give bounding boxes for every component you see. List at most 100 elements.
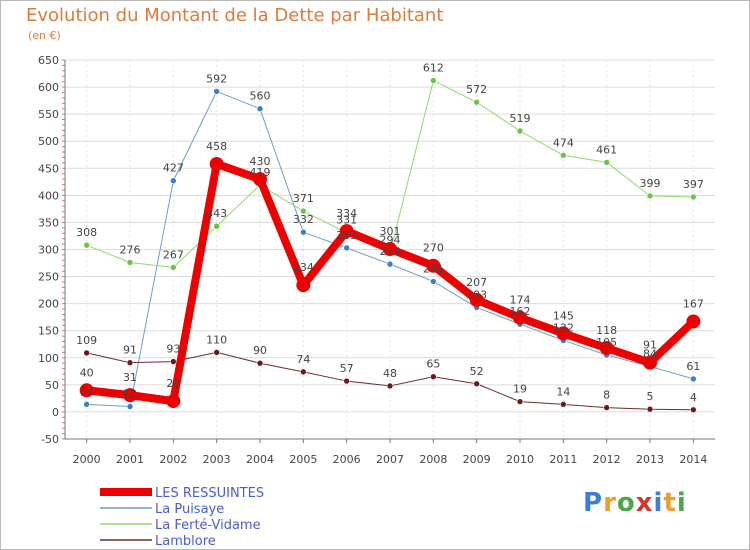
data-label: 31 [123,371,137,384]
y-tick-label: 550 [38,108,59,121]
data-label: 193 [466,288,487,301]
data-point [343,377,350,385]
x-tick-label: 2009 [463,453,491,466]
data-label: 301 [380,225,401,238]
legend-label: La Puisaye [155,502,224,517]
proxiti-logo: Proxiti [583,488,687,518]
data-point [170,177,177,185]
x-tick-label: 2005 [289,453,317,466]
data-label: 234 [293,261,314,274]
y-tick-label: 100 [38,352,59,365]
x-tick-label: 2011 [549,453,577,466]
data-label: 91 [643,339,657,352]
data-point [386,382,394,390]
data-label: 10 [123,388,137,401]
data-point [170,264,177,271]
data-point [126,259,134,266]
y-tick-label: 350 [38,216,59,229]
data-point [383,241,397,256]
x-tick-label: 2007 [376,453,404,466]
data-point [256,105,264,113]
x-tick-label: 2013 [636,453,664,466]
legend-label: Lamblore [155,534,216,549]
data-point [166,394,181,409]
logo-letter: x [635,488,654,518]
x-tick-label: 2008 [419,453,447,466]
data-label: 267 [163,248,184,261]
data-point [560,151,567,159]
data-label: 110 [206,333,227,346]
data-point [469,292,484,307]
data-point [473,98,480,106]
data-label: 14 [80,385,94,398]
data-label: 14 [556,385,570,398]
data-point [213,88,220,95]
data-point [430,278,437,285]
data-point [603,404,610,411]
y-tick-label: 400 [38,189,59,202]
data-point [300,368,307,376]
y-tick-label: 50 [45,379,59,392]
y-tick-label: 250 [38,271,59,284]
x-tick-label: 2004 [246,453,274,466]
data-label: 270 [423,242,444,255]
data-point [603,159,610,166]
data-point [79,383,94,398]
data-label: 419 [250,166,271,179]
data-label: 308 [76,226,97,239]
data-point [513,310,527,325]
data-point [556,326,571,341]
data-label: 19 [513,383,527,396]
data-point [213,222,220,230]
data-point [686,314,701,329]
data-label: 331 [336,214,357,227]
data-label: 397 [683,178,704,191]
data-point [473,380,480,388]
y-tick-label: 650 [38,54,59,67]
data-point [516,398,524,405]
data-label: 572 [466,83,487,96]
data-label: 399 [640,177,661,190]
logo-letter: P [583,488,604,518]
data-point [209,156,224,171]
data-label: 343 [206,207,227,220]
data-label: 90 [253,344,267,357]
data-point [690,375,697,383]
data-label: 332 [293,213,314,226]
data-label: 474 [553,136,574,149]
data-label: 48 [383,367,397,380]
logo-letter: t [663,488,677,518]
data-label: 241 [423,262,444,275]
x-tick-label: 2014 [679,453,707,466]
x-tick-label: 2003 [203,453,231,466]
data-label: 207 [466,276,487,289]
data-point [343,244,350,252]
data-label: 174 [510,294,531,307]
data-point [300,228,307,236]
data-point [560,401,567,408]
data-point [126,403,134,410]
data-label: 461 [596,143,617,156]
data-label: 371 [293,192,314,205]
data-label: 132 [553,321,574,334]
data-label: 430 [250,155,271,168]
data-label: 61 [686,360,700,373]
y-tick-label: 600 [38,81,59,94]
legend-label: La Ferté-Vidame [155,518,261,533]
data-point [643,355,657,370]
x-tick-label: 2010 [506,453,534,466]
data-point [253,172,267,187]
data-label: 74 [296,353,310,366]
data-point [123,388,137,403]
data-point [690,193,697,201]
data-label: 427 [163,162,184,175]
data-label: 4 [690,391,697,404]
data-point [646,405,654,413]
logo-letter: o [616,488,636,518]
data-point [599,341,614,356]
data-label: 91 [123,344,137,357]
data-label: 273 [380,245,401,258]
logo-letter: i [653,488,664,518]
y-tick-label: 300 [38,244,59,257]
